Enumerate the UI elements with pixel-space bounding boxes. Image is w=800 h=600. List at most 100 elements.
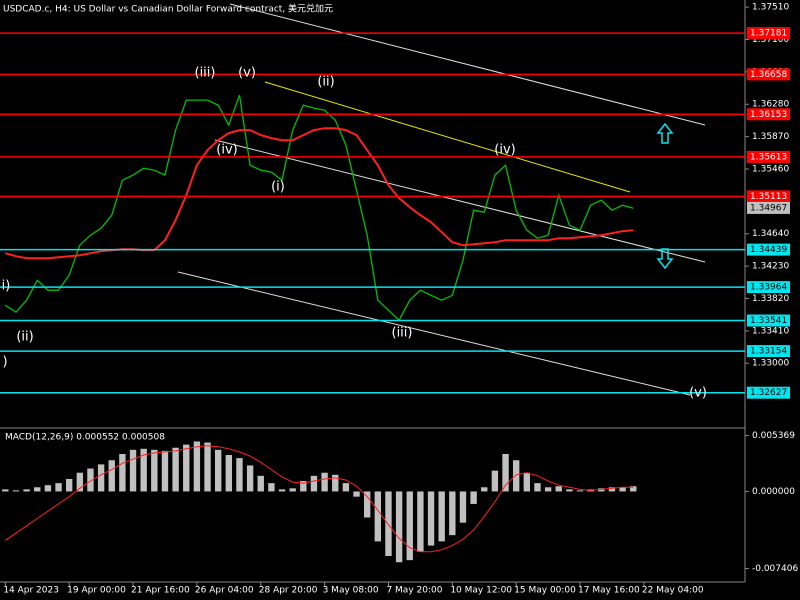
y-tick-label: 1.37510	[752, 3, 789, 13]
x-tick-label: 7 May 20:00	[386, 586, 442, 596]
level-label-box	[747, 345, 790, 358]
signal-line	[5, 445, 634, 553]
level-label-box	[747, 314, 790, 327]
level-label-box	[747, 386, 790, 399]
wave-label: (v)	[689, 386, 707, 401]
level-label: 1.36658	[750, 70, 787, 80]
macd-title: MACD(12,26,9) 0.000552 0.000508	[5, 433, 165, 443]
y-tick-label: 1.33410	[752, 326, 789, 336]
wave-label: (ii)	[317, 75, 334, 90]
macd-bar	[23, 489, 30, 492]
level-label: 1.32627	[750, 388, 787, 398]
channel	[177, 3, 706, 396]
macd-bar	[449, 491, 456, 536]
macd-bar	[630, 486, 637, 492]
x-tick-label: 22 May 04:00	[642, 586, 704, 596]
macd-bar	[108, 460, 115, 492]
wave-label: i)	[2, 279, 11, 294]
macd-bar	[300, 481, 307, 492]
wave-label: (iii)	[392, 326, 413, 341]
moving-average	[5, 127, 634, 260]
y-tick-label: 1.35460	[752, 164, 789, 174]
macd-bar	[363, 491, 371, 518]
wave-label: (ii)	[16, 330, 33, 345]
y-tick-label: 0.005369	[752, 431, 795, 441]
macd-bar	[172, 447, 179, 492]
macd-bar	[161, 450, 169, 492]
macd-bar	[619, 487, 626, 492]
macd-bar	[395, 491, 403, 563]
channel-upper	[229, 3, 706, 126]
macd-bar	[417, 491, 424, 552]
wave-label: )	[2, 355, 7, 370]
macd-bar	[55, 483, 62, 492]
macd-bar	[65, 478, 73, 492]
macd-bar	[97, 464, 105, 492]
current-price-box	[747, 201, 790, 214]
wave-label: (iv)	[494, 143, 515, 158]
macd-bar	[140, 448, 147, 492]
macd-bar	[236, 458, 243, 492]
macd-bar	[576, 490, 584, 492]
wave-label: (iii)	[195, 66, 216, 81]
y-tick-label: 1.36280	[752, 100, 789, 110]
macd-bar	[406, 491, 413, 561]
macd-bar	[193, 441, 201, 492]
macd-bar	[534, 483, 541, 492]
macd-bar	[491, 470, 499, 492]
macd-bar	[555, 486, 562, 492]
macd-bar	[502, 453, 509, 492]
level-label: 1.33964	[750, 283, 787, 293]
level-label: 1.34439	[750, 245, 787, 255]
macd-bar	[470, 491, 477, 504]
macd-bar	[427, 491, 435, 546]
macd-bar	[44, 485, 52, 492]
macd-bar	[268, 483, 275, 492]
level-label-box	[747, 243, 790, 256]
wave-label: (v)	[238, 66, 256, 81]
level-label: 1.36153	[750, 110, 787, 120]
level-label: 1.35613	[750, 152, 787, 162]
macd-bar	[246, 465, 254, 492]
wave-label: (i)	[271, 180, 285, 195]
level-label-box	[747, 108, 790, 121]
macd-bar	[257, 475, 264, 492]
macd-bar	[374, 491, 382, 542]
x-tick-label: 19 Apr 00:00	[67, 586, 126, 596]
y-tick-label: 1.33820	[752, 294, 789, 304]
macd-bar	[204, 442, 211, 492]
level-label-box	[747, 27, 790, 40]
price-line	[4, 94, 634, 322]
level-label-box	[747, 150, 790, 163]
channel-lower	[177, 271, 691, 396]
y-tick-label: 1.34230	[752, 262, 789, 272]
macd-bar	[214, 449, 222, 492]
level-label-box	[747, 68, 790, 81]
level-label-box	[747, 190, 790, 203]
y-tick-label: 1.35870	[752, 132, 789, 142]
macd-bar	[321, 472, 328, 492]
macd-bar	[459, 491, 467, 523]
y-tick-label: 0.000000	[752, 487, 795, 497]
macd-bar	[289, 488, 296, 492]
macd-bar	[342, 483, 350, 492]
macd-bar	[2, 489, 9, 492]
level-label: 1.33541	[750, 316, 787, 326]
x-tick-label: 14 Apr 2023	[3, 586, 59, 596]
macd-bar	[512, 460, 520, 492]
x-tick-label: 21 Apr 16:00	[131, 586, 190, 596]
macd-bar	[385, 491, 392, 556]
x-tick-label: 10 May 12:00	[450, 586, 512, 596]
trend-line	[264, 81, 631, 193]
macd-bar	[119, 453, 126, 492]
y-tick-label: -0.007406	[752, 564, 798, 574]
macd-bar	[151, 449, 158, 492]
y-tick-label: 1.33000	[752, 359, 789, 369]
x-tick-label: 15 May 00:00	[514, 586, 576, 596]
x-tick-label: 3 May 08:00	[323, 586, 379, 596]
wave-label: (iv)	[216, 143, 237, 158]
level-label-box	[747, 281, 790, 294]
macd-bar	[438, 491, 445, 542]
up-arrow	[656, 122, 674, 144]
